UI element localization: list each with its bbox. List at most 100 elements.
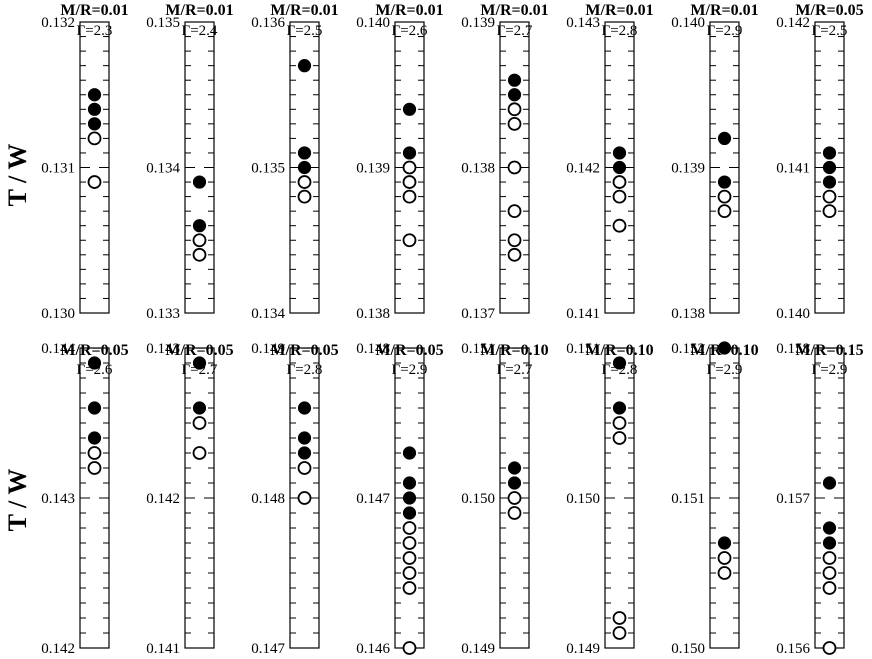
open-point xyxy=(612,218,627,233)
filled-point xyxy=(822,476,837,490)
panel-title: M/R=0.05 xyxy=(375,342,443,359)
filled-point xyxy=(717,536,732,550)
panel-subtitle: Γ=2.4 xyxy=(182,23,218,39)
open-point xyxy=(507,102,522,117)
panel-title: M/R=0.01 xyxy=(690,2,758,19)
open-point xyxy=(612,416,627,430)
filled-point xyxy=(402,446,417,460)
filled-point xyxy=(717,131,732,145)
open-point xyxy=(612,626,627,640)
y-tick-label: 0.143 xyxy=(146,341,180,357)
filled-point xyxy=(87,431,102,445)
y-tick-label: 0.134 xyxy=(251,306,285,322)
filled-point xyxy=(192,401,207,415)
y-tick-label: 0.138 xyxy=(461,161,495,177)
y-tick-label: 0.135 xyxy=(146,15,180,31)
open-point xyxy=(402,233,417,248)
filled-point xyxy=(402,146,417,160)
panel-16: 0.158 0.157 0.156 M/R=0.15 Γ=2.9 xyxy=(776,341,863,657)
filled-point xyxy=(297,401,312,415)
filled-point xyxy=(612,356,627,370)
y-tick-label: 0.148 xyxy=(251,491,285,507)
filled-point xyxy=(507,73,522,87)
y-tick-label: 0.157 xyxy=(776,491,810,507)
filled-point xyxy=(717,341,732,355)
panel-title: M/R=0.05 xyxy=(60,342,128,359)
open-point xyxy=(297,175,312,189)
open-point xyxy=(402,521,417,535)
y-tick-label: 0.156 xyxy=(776,641,810,657)
y-tick-label: 0.147 xyxy=(251,641,285,657)
y-tick-label: 0.152 xyxy=(671,341,705,357)
filled-point xyxy=(402,491,417,505)
open-point xyxy=(507,491,522,505)
open-point xyxy=(192,446,207,460)
filled-point xyxy=(192,175,207,189)
panel-subtitle: Γ=2.3 xyxy=(77,23,113,39)
open-point xyxy=(822,566,837,580)
panel-title: M/R=0.01 xyxy=(60,2,128,19)
panel-title: M/R=0.01 xyxy=(270,2,338,19)
panel-title: M/R=0.05 xyxy=(795,2,863,19)
panel-9: 0.144 0.143 0.142 M/R=0.05 Γ=2.6 xyxy=(41,341,128,657)
y-tick-label: 0.133 xyxy=(146,306,180,322)
open-point xyxy=(87,175,102,189)
filled-point xyxy=(822,160,837,175)
y-tick-label: 0.141 xyxy=(566,306,600,322)
panel-2: 0.135 0.134 0.133 M/R=0.01 Γ=2.4 xyxy=(146,2,233,322)
panel-title: M/R=0.15 xyxy=(795,342,863,359)
filled-point xyxy=(402,506,417,520)
open-point xyxy=(717,551,732,565)
panel-subtitle: Γ=2.7 xyxy=(497,23,533,39)
open-point xyxy=(612,175,627,189)
filled-point xyxy=(87,117,102,131)
y-tick-label: 0.139 xyxy=(356,161,390,177)
open-point xyxy=(87,446,102,460)
y-tick-label: 0.139 xyxy=(671,161,705,177)
y-tick-label: 0.151 xyxy=(566,341,600,357)
filled-point xyxy=(192,219,207,233)
open-point xyxy=(402,566,417,580)
panel-3: 0.136 0.135 0.134 M/R=0.01 Γ=2.5 xyxy=(251,2,338,322)
open-point xyxy=(507,247,522,262)
open-point xyxy=(402,175,417,189)
panel-subtitle: Γ=2.7 xyxy=(182,362,218,378)
y-tick-label: 0.135 xyxy=(251,161,285,177)
y-tick-label: 0.134 xyxy=(146,161,180,177)
open-point xyxy=(507,116,522,131)
panel-subtitle: Γ=2.5 xyxy=(287,23,323,39)
filled-point xyxy=(87,356,102,370)
open-point xyxy=(507,506,522,520)
panel-11: 0.149 0.148 0.147 M/R=0.05 Γ=2.8 xyxy=(251,341,338,657)
y-tick-label: 0.142 xyxy=(146,491,180,507)
y-tick-label: 0.136 xyxy=(251,15,285,31)
panel-subtitle: Γ=2.6 xyxy=(77,362,113,378)
panel-title: M/R=0.01 xyxy=(165,2,233,19)
panel-subtitle: Γ=2.9 xyxy=(707,23,743,39)
open-point xyxy=(822,551,837,565)
panel-14: 0.151 0.150 0.149 M/R=0.10 Γ=2.8 xyxy=(566,341,653,657)
filled-point xyxy=(297,446,312,460)
filled-point xyxy=(822,536,837,550)
open-point xyxy=(507,160,522,175)
open-point xyxy=(297,189,312,204)
filled-point xyxy=(717,175,732,189)
panel-subtitle: Γ=2.8 xyxy=(287,362,323,378)
y-tick-label: 0.144 xyxy=(41,341,75,357)
panel-title: M/R=0.01 xyxy=(585,2,653,19)
open-point xyxy=(612,611,627,625)
panel-subtitle: Γ=2.9 xyxy=(392,362,428,378)
filled-point xyxy=(87,401,102,415)
open-point xyxy=(717,566,732,580)
y-tick-label: 0.158 xyxy=(776,341,810,357)
filled-point xyxy=(507,476,522,490)
panel-subtitle: Γ=2.8 xyxy=(602,362,638,378)
open-point xyxy=(402,189,417,204)
filled-point xyxy=(612,146,627,160)
panel-subtitle: Γ=2.5 xyxy=(812,23,848,39)
open-point xyxy=(87,131,102,146)
y-tick-label: 0.142 xyxy=(41,641,75,657)
y-tick-label: 0.150 xyxy=(461,491,495,507)
y-tick-label: 0.141 xyxy=(776,161,810,177)
